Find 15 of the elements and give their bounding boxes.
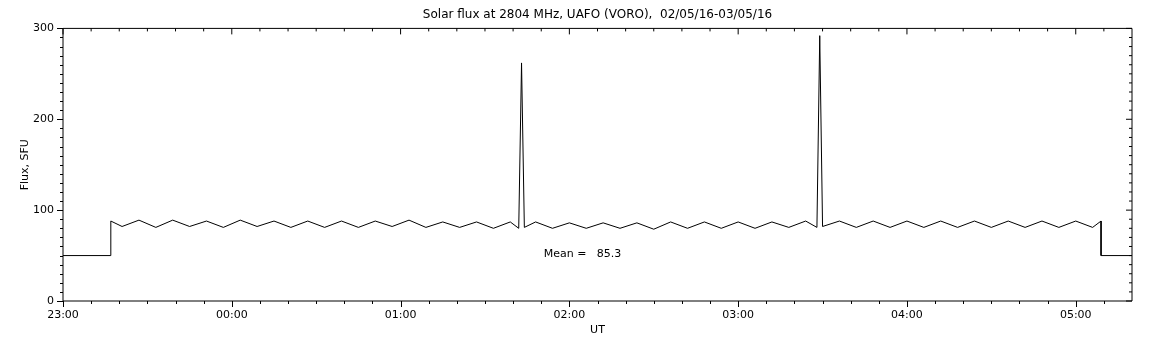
x-tick-label: 00:00: [215, 308, 248, 322]
y-tick-label: 200: [33, 112, 54, 126]
y-tick-label: 0: [47, 293, 54, 307]
x-tick-label: 03:00: [722, 308, 755, 322]
x-tick-label: 05:00: [1059, 308, 1092, 322]
x-tick-label: 23:00: [47, 308, 79, 322]
x-tick-label: 04:00: [891, 308, 923, 322]
chart-title: Solar flux at 2804 MHz, UAFO (VORO), 02/05/16-03/05/16: [422, 7, 773, 22]
annotation: Mean = 85.3: [543, 247, 622, 260]
x-tick-label: 01:00: [384, 308, 417, 322]
x-tick-label: 02:00: [553, 308, 586, 322]
y-axis-title: Flux, SFU: [18, 139, 31, 191]
x-axis-title: UT: [590, 323, 606, 336]
y-tick-label: 300: [33, 21, 54, 35]
y-tick-label: 100: [33, 202, 54, 216]
